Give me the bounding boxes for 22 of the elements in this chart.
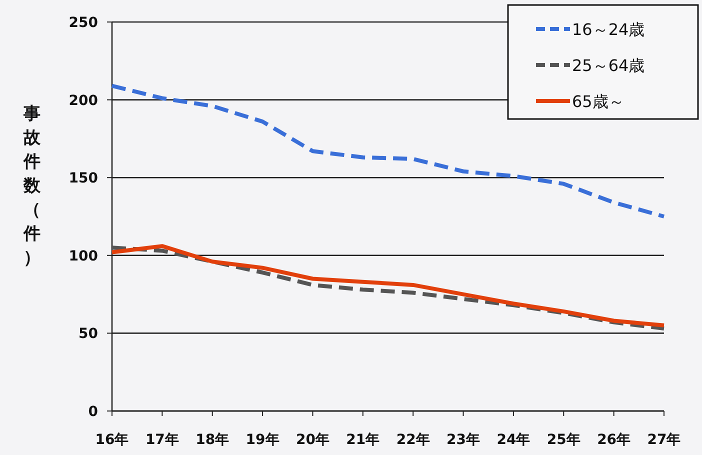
x-tick-label: 23年 <box>446 432 480 448</box>
x-tick-label: 20年 <box>296 432 330 448</box>
x-tick-label: 17年 <box>145 432 179 448</box>
y-tick-label: 150 <box>68 170 98 187</box>
x-tick-label: 25年 <box>546 432 580 448</box>
y-tick-label: 200 <box>68 92 98 109</box>
x-tick-label: 27年 <box>647 432 681 448</box>
legend-label: 65歳～ <box>572 92 624 111</box>
x-tick-label: 16年 <box>95 432 129 448</box>
x-tick-label: 19年 <box>246 432 280 448</box>
y-tick-label: 0 <box>88 404 98 420</box>
y-tick-label: 100 <box>68 248 98 264</box>
x-tick-label: 22年 <box>396 432 430 448</box>
x-tick-label: 26年 <box>597 432 631 448</box>
x-tick-label: 21年 <box>346 432 380 448</box>
x-tick-label: 18年 <box>196 432 230 448</box>
legend-label: 25～64歳 <box>572 56 645 75</box>
x-tick-label: 24年 <box>496 432 530 448</box>
legend-label: 16～24歳 <box>572 20 645 39</box>
y-tick-label: 50 <box>78 326 98 342</box>
y-axis-title: 事故件数（件） <box>22 104 42 268</box>
y-tick-label: 250 <box>68 15 98 31</box>
